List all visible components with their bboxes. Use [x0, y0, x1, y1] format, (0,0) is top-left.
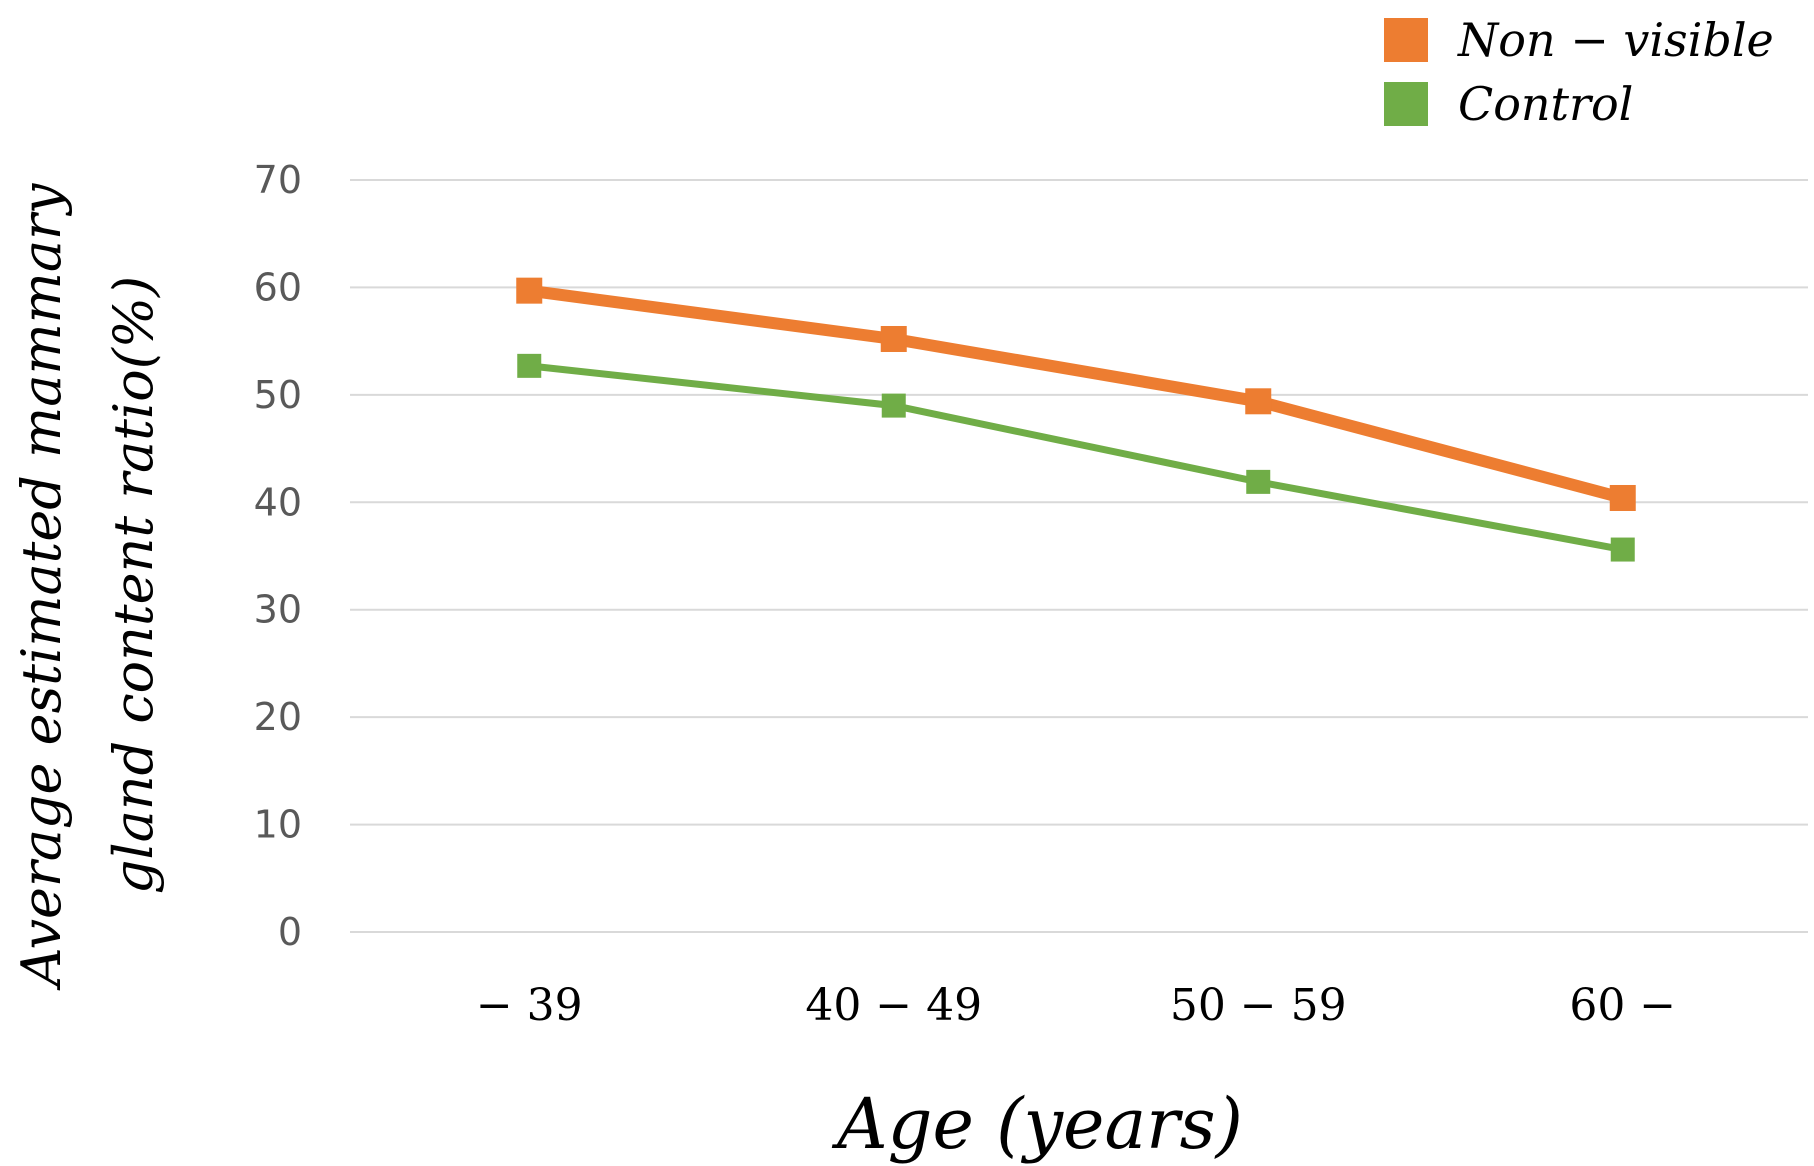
data-point — [1609, 484, 1636, 511]
data-point — [517, 353, 542, 378]
series-line — [528, 362, 1624, 553]
y-tick-label: 0 — [278, 910, 302, 954]
y-tick-label: 40 — [254, 480, 302, 524]
x-axis-title: Age (years) — [831, 1083, 1243, 1165]
y-tick-label: 60 — [254, 265, 302, 309]
data-point — [1245, 388, 1272, 415]
series-line — [528, 284, 1625, 504]
data-point — [1610, 537, 1635, 562]
y-tick-label: 70 — [254, 158, 302, 202]
series-0 — [516, 277, 1636, 511]
legend-label: Control — [1458, 77, 1633, 131]
x-tick-label: 40 − 49 — [805, 980, 982, 1031]
legend: Non − visible Control — [1384, 13, 1774, 131]
data-point — [1246, 469, 1271, 494]
legend-label: Non − visible — [1457, 13, 1774, 67]
data-point — [516, 277, 543, 304]
y-tick-label: 50 — [254, 373, 302, 417]
legend-swatch — [1384, 82, 1428, 126]
y-axis-ticks: 0 10 20 30 40 50 60 70 — [254, 158, 302, 954]
x-tick-label: 50 − 59 — [1170, 980, 1347, 1031]
data-point — [881, 393, 906, 418]
y-axis-title: Average estimated mammary gland content … — [10, 182, 165, 991]
series-1 — [517, 353, 1635, 562]
x-tick-label: − 39 — [476, 980, 583, 1031]
x-axis-ticks: − 39 40 − 49 50 − 59 60 − — [476, 980, 1676, 1031]
data-point — [880, 325, 907, 352]
series-lines — [516, 277, 1636, 562]
y-tick-label: 30 — [254, 588, 302, 632]
gridlines — [350, 179, 1808, 933]
y-axis-title-line2: gland content ratio(%) — [102, 276, 165, 894]
y-axis-title-line1: Average estimated mammary — [10, 182, 73, 991]
legend-swatch — [1384, 18, 1428, 62]
y-tick-label: 20 — [254, 695, 302, 739]
y-tick-label: 10 — [254, 803, 302, 847]
x-tick-label: 60 − — [1569, 980, 1676, 1031]
